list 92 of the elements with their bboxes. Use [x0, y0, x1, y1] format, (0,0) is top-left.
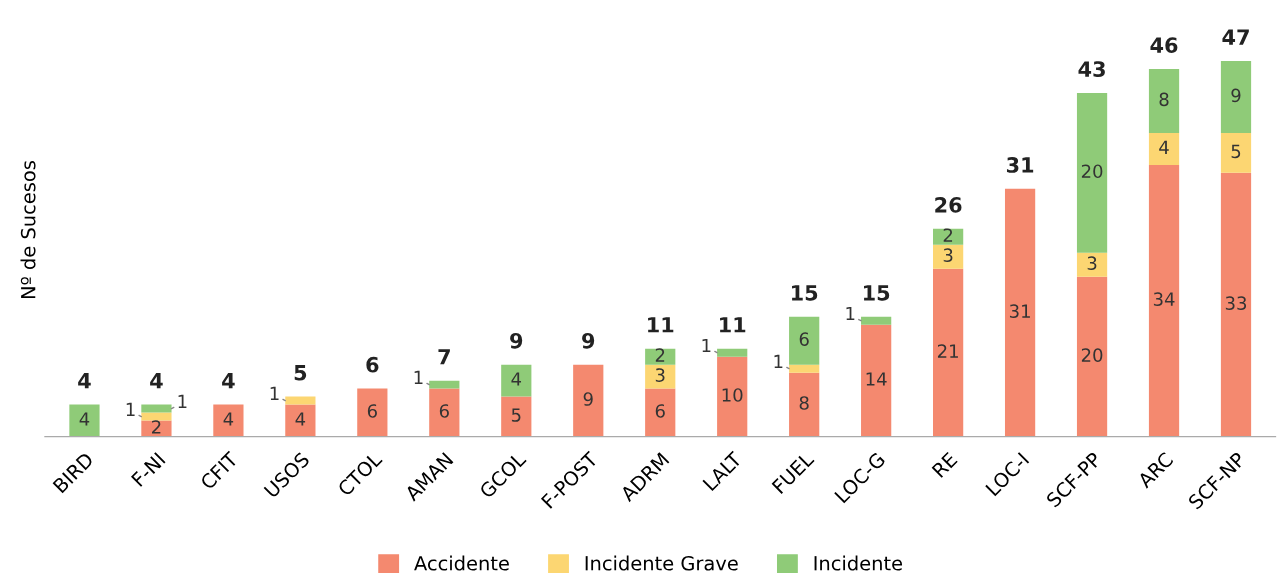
data-label: 3 [1087, 256, 1097, 270]
bar [717, 356, 748, 437]
x-tick-label: RE [931, 451, 958, 478]
data-label: 5 [1231, 144, 1241, 159]
data-label: 4 [79, 412, 90, 426]
bar [285, 396, 316, 405]
data-label: 14 [866, 372, 887, 386]
bar [357, 388, 388, 437]
data-label: 9 [583, 392, 593, 406]
total-label: 11 [648, 317, 674, 333]
total-label: 47 [1222, 29, 1249, 45]
data-label: 1 [270, 386, 279, 400]
bar [1220, 172, 1252, 437]
bar [933, 244, 964, 269]
bar [1076, 92, 1108, 253]
bar [1004, 188, 1036, 437]
data-label: 1 [178, 394, 187, 408]
total-label: 5 [294, 365, 307, 381]
data-label: 6 [439, 404, 449, 418]
bar [861, 324, 892, 437]
bar [717, 348, 748, 357]
bar [933, 268, 964, 437]
total-label: 15 [864, 285, 890, 301]
bar [1148, 132, 1180, 165]
data-label: 2 [943, 228, 953, 242]
bar [789, 316, 820, 365]
total-label: 4 [150, 373, 163, 389]
data-label: 9 [1231, 88, 1241, 103]
bar [429, 388, 460, 437]
total-label: 4 [78, 373, 91, 389]
bar [69, 404, 100, 437]
bar [645, 348, 676, 365]
data-label: 6 [655, 404, 665, 418]
bar [861, 316, 892, 325]
total-label: 9 [582, 332, 595, 349]
bar [141, 404, 172, 413]
data-label: 3 [655, 368, 665, 382]
bar [1220, 132, 1252, 173]
data-label: 8 [1159, 92, 1169, 107]
bar [141, 412, 172, 421]
total-label: 4 [222, 373, 235, 389]
total-label: 43 [1078, 61, 1105, 77]
data-label: 4 [295, 412, 306, 426]
data-label: 3 [943, 248, 953, 263]
data-label: 1 [846, 306, 855, 321]
data-label: 1 [414, 370, 423, 385]
bar [213, 404, 244, 437]
bar [789, 364, 820, 373]
bar [1148, 68, 1180, 133]
legend-label: Incidente [814, 555, 903, 571]
y-axis-title: Nº de Sucesos [20, 161, 36, 299]
bar [501, 396, 532, 437]
data-label: 34 [1153, 292, 1175, 306]
bar [285, 404, 316, 437]
bar [1148, 164, 1180, 437]
total-label: 15 [792, 285, 818, 301]
data-label: 4 [511, 372, 522, 386]
bar [501, 364, 532, 397]
data-label: 2 [655, 348, 665, 362]
data-label: 33 [1225, 296, 1247, 310]
data-label: 10 [722, 388, 743, 402]
legend-label: Incidente Grave [585, 555, 738, 571]
data-label: 1 [702, 338, 711, 353]
total-label: 11 [720, 317, 746, 333]
data-label: 6 [799, 332, 809, 346]
data-label: 20 [1081, 348, 1103, 362]
data-label: 4 [1159, 140, 1169, 154]
total-label: 9 [510, 332, 523, 349]
data-label: 31 [1009, 304, 1030, 318]
data-label: 2 [152, 420, 161, 434]
bar [573, 364, 604, 437]
bar [1220, 61, 1252, 133]
data-label: 20 [1081, 164, 1103, 179]
bar [789, 372, 820, 437]
total-label: 7 [438, 349, 450, 365]
total-label: 26 [935, 197, 962, 213]
data-label: 6 [367, 404, 377, 418]
data-label: 4 [223, 412, 234, 426]
data-label: 8 [799, 396, 809, 410]
data-label: 1 [774, 354, 783, 369]
total-label: 31 [1006, 157, 1034, 173]
bar [645, 364, 676, 389]
bar [429, 380, 460, 389]
total-label: 6 [366, 356, 379, 373]
bar [1076, 276, 1108, 437]
data-label: 21 [937, 344, 958, 358]
bar [645, 388, 676, 437]
data-label: 1 [126, 402, 135, 416]
data-label: 5 [511, 408, 521, 422]
legend-label: Accidente [414, 555, 509, 571]
total-label: 46 [1150, 37, 1178, 53]
bar [1076, 252, 1108, 277]
